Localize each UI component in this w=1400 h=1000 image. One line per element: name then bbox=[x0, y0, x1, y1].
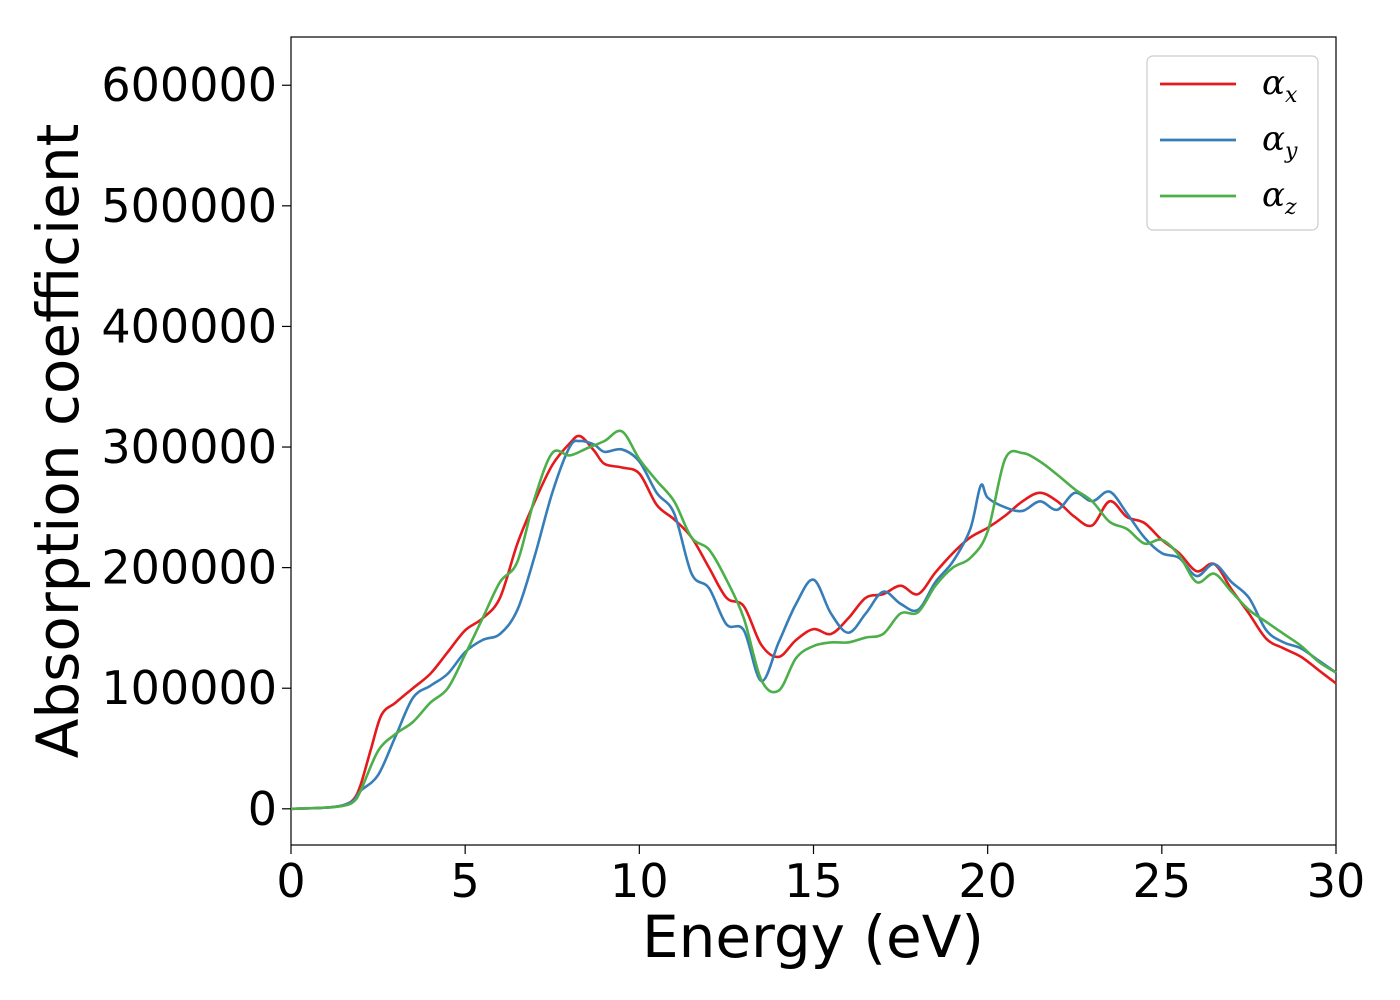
y-tick-label: 300000 bbox=[101, 420, 277, 474]
y-axis-ticks: 0 100000 200000 300000 400000 500000 600000 bbox=[101, 58, 291, 836]
x-tick-label: 30 bbox=[1307, 854, 1366, 908]
y-tick-label: 200000 bbox=[101, 541, 277, 595]
x-tick-label: 5 bbox=[451, 854, 480, 908]
legend-subscript: y bbox=[1284, 139, 1298, 164]
series-layer bbox=[290, 429, 1337, 811]
y-axis-title: Absorption coefficient bbox=[24, 124, 92, 759]
series-line-x bbox=[290, 434, 1337, 811]
x-tick-label: 0 bbox=[276, 854, 305, 908]
legend-label-x: αx bbox=[1262, 63, 1298, 108]
x-axis-ticks: 0 5 10 15 20 25 30 bbox=[276, 845, 1365, 908]
legend-subscript: x bbox=[1285, 83, 1298, 108]
legend-symbol: α bbox=[1262, 119, 1285, 159]
y-tick-label: 0 bbox=[248, 782, 277, 836]
legend-symbol: α bbox=[1262, 175, 1285, 215]
y-tick-label: 400000 bbox=[101, 299, 277, 353]
x-tick-label: 25 bbox=[1133, 854, 1192, 908]
legend-frame bbox=[1146, 55, 1319, 231]
x-tick-label: 20 bbox=[958, 854, 1017, 908]
x-tick-label: 10 bbox=[610, 854, 669, 908]
legend-subscript: z bbox=[1284, 195, 1297, 220]
x-tick-label: 15 bbox=[784, 854, 843, 908]
y-tick-label: 100000 bbox=[101, 661, 277, 715]
y-tick-label: 500000 bbox=[101, 179, 277, 233]
series-line-z bbox=[290, 429, 1337, 811]
x-axis-title: Energy (eV) bbox=[642, 903, 984, 971]
legend-label-y: αy bbox=[1262, 119, 1298, 164]
legend-symbol: α bbox=[1262, 63, 1285, 103]
y-tick-label: 600000 bbox=[101, 58, 277, 112]
series-line-y bbox=[290, 439, 1337, 811]
legend-label-z: αz bbox=[1262, 175, 1297, 220]
